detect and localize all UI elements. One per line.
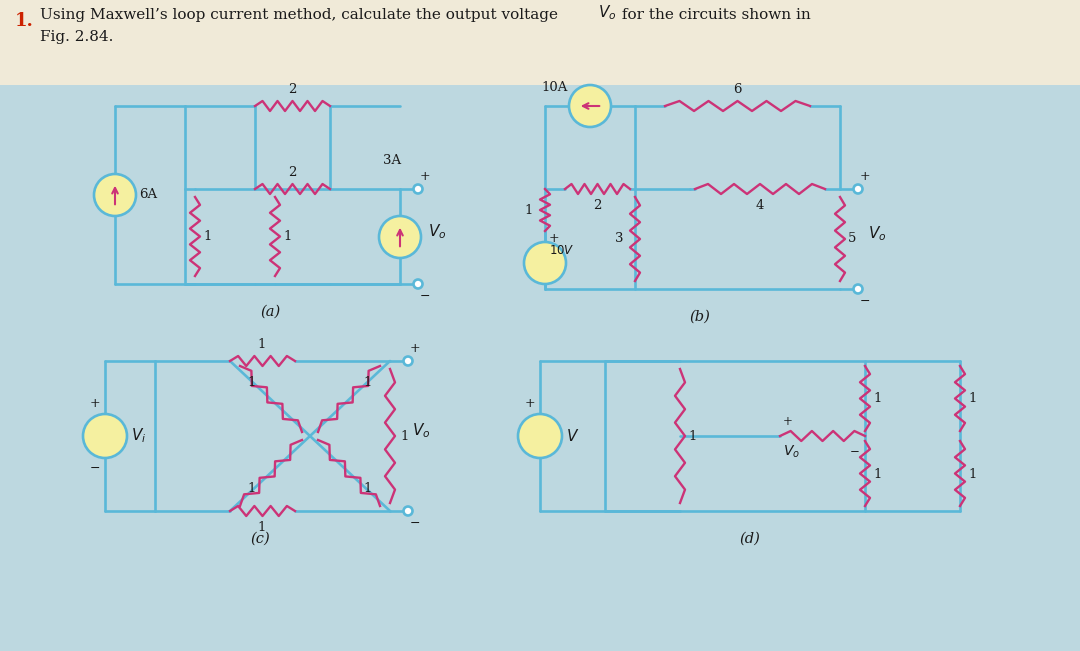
- Text: +: +: [410, 342, 420, 355]
- Text: $V_o$: $V_o$: [428, 223, 446, 242]
- Text: +: +: [783, 415, 793, 428]
- Text: +: +: [90, 397, 100, 410]
- Text: for the circuits shown in: for the circuits shown in: [617, 8, 811, 22]
- Text: −: −: [420, 290, 431, 303]
- Text: $V_i$: $V_i$: [131, 426, 146, 445]
- Circle shape: [379, 216, 421, 258]
- Text: 6A: 6A: [139, 189, 157, 202]
- Text: −: −: [860, 295, 870, 308]
- Text: 1: 1: [525, 204, 534, 217]
- Text: 2: 2: [287, 83, 296, 96]
- Circle shape: [83, 414, 127, 458]
- Text: (a): (a): [260, 305, 280, 319]
- Text: $V_o$: $V_o$: [783, 444, 800, 460]
- Text: (d): (d): [740, 532, 760, 546]
- Circle shape: [404, 357, 413, 365]
- Text: 1: 1: [873, 393, 881, 406]
- Text: 1: 1: [968, 467, 976, 480]
- Text: 5: 5: [848, 232, 856, 245]
- Text: 10A: 10A: [542, 81, 568, 94]
- Text: 1: 1: [364, 376, 373, 389]
- Circle shape: [853, 284, 863, 294]
- Text: $V_o$: $V_o$: [598, 4, 617, 22]
- Text: 1: 1: [968, 393, 976, 406]
- Text: +: +: [549, 232, 559, 245]
- Text: 1.: 1.: [15, 12, 33, 30]
- Text: 4: 4: [756, 199, 765, 212]
- Text: $V_o$: $V_o$: [411, 422, 431, 440]
- FancyBboxPatch shape: [0, 0, 1080, 85]
- Text: 1: 1: [400, 430, 408, 443]
- Text: 2: 2: [287, 166, 296, 179]
- FancyBboxPatch shape: [0, 85, 1080, 651]
- Text: +: +: [525, 397, 536, 410]
- Text: +: +: [860, 170, 870, 183]
- Text: 3A: 3A: [383, 154, 401, 167]
- Text: 6: 6: [732, 83, 741, 96]
- Circle shape: [569, 85, 611, 127]
- Circle shape: [518, 414, 562, 458]
- Circle shape: [414, 184, 422, 193]
- Circle shape: [94, 174, 136, 216]
- Text: 1: 1: [203, 230, 212, 243]
- Text: 1: 1: [247, 482, 256, 495]
- Text: −: −: [90, 462, 100, 475]
- Text: 1: 1: [258, 338, 266, 351]
- Text: 1: 1: [283, 230, 292, 243]
- Text: 1: 1: [688, 430, 697, 443]
- Text: $V_o$: $V_o$: [868, 225, 887, 243]
- Text: Using Maxwell’s loop current method, calculate the output voltage: Using Maxwell’s loop current method, cal…: [40, 8, 563, 22]
- Text: 1: 1: [258, 521, 266, 534]
- Text: Fig. 2.84.: Fig. 2.84.: [40, 30, 113, 44]
- Text: 1: 1: [364, 482, 373, 495]
- Text: 2: 2: [593, 199, 602, 212]
- Text: $V$: $V$: [566, 428, 579, 444]
- Circle shape: [414, 279, 422, 288]
- Circle shape: [524, 242, 566, 284]
- Text: 1: 1: [873, 467, 881, 480]
- Text: (c): (c): [251, 532, 270, 546]
- Text: $10V$: $10V$: [549, 245, 575, 258]
- Circle shape: [404, 506, 413, 516]
- Text: +: +: [420, 170, 431, 183]
- Text: (b): (b): [689, 310, 711, 324]
- Text: −: −: [850, 444, 860, 457]
- Text: 1: 1: [247, 376, 256, 389]
- Circle shape: [853, 184, 863, 193]
- Text: 3: 3: [615, 232, 623, 245]
- Text: −: −: [410, 517, 420, 530]
